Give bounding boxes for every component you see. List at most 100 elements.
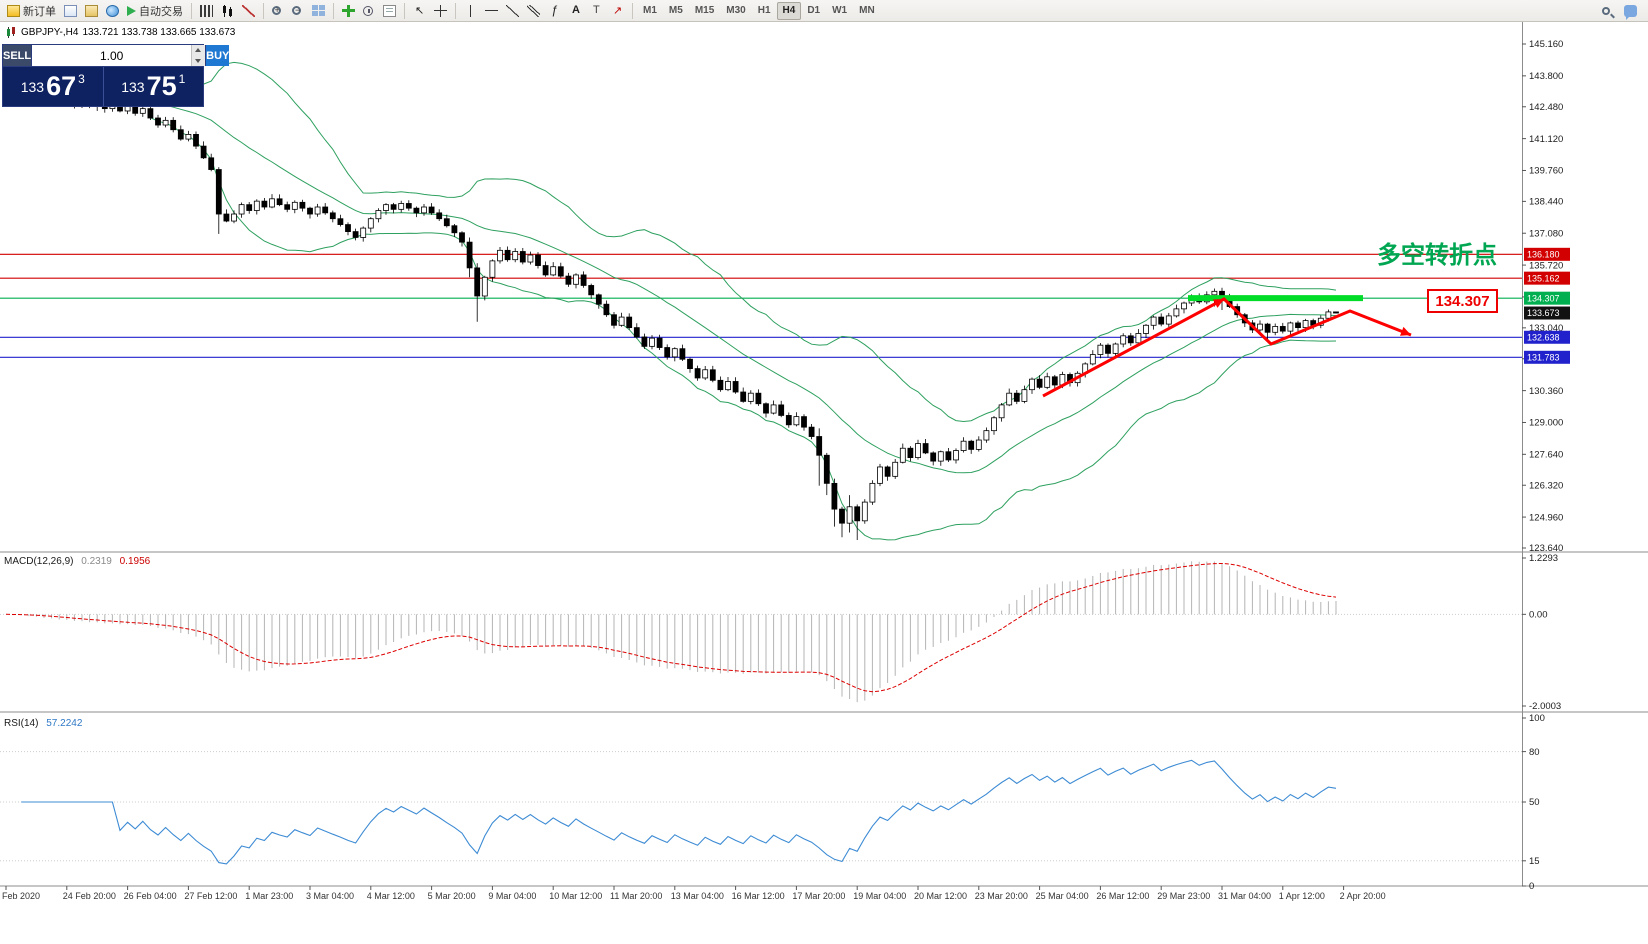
panel-separators (0, 22, 1648, 887)
svg-text:143.800: 143.800 (1529, 71, 1563, 82)
svg-text:133.040: 133.040 (1529, 323, 1563, 334)
svg-text:136.180: 136.180 (1527, 250, 1560, 260)
timeframe-mn-button[interactable]: MN (853, 2, 881, 20)
svg-text:10 Mar 12:00: 10 Mar 12:00 (549, 891, 602, 901)
zoom-out-icon (292, 5, 301, 15)
svg-text:2 Apr 20:00: 2 Apr 20:00 (1340, 891, 1386, 901)
text-button[interactable] (565, 1, 586, 20)
svg-text:29 Mar 23:00: 29 Mar 23:00 (1157, 891, 1210, 901)
candlestick-chart-button[interactable] (217, 1, 238, 20)
macd-name: MACD(12,26,9) (4, 556, 74, 567)
label-icon (590, 4, 603, 17)
timeframe-h4-button[interactable]: H4 (776, 1, 802, 20)
volume-up-button[interactable] (192, 45, 206, 56)
volume-down-button[interactable] (192, 55, 206, 66)
chat-icon (1624, 4, 1637, 20)
svg-text:124.960: 124.960 (1529, 512, 1563, 523)
timeframe-m1-button[interactable]: M1 (637, 2, 663, 20)
svg-text:-2.0003: -2.0003 (1529, 701, 1561, 712)
fibonacci-button[interactable] (544, 1, 565, 20)
autotrading-button[interactable]: 自动交易 (123, 1, 187, 20)
svg-text:139.760: 139.760 (1529, 166, 1563, 177)
svg-text:137.080: 137.080 (1529, 228, 1563, 239)
ohlc-values: 133.721 133.738 133.665 133.673 (82, 27, 236, 38)
timeframe-m30-button[interactable]: M30 (720, 2, 751, 20)
horizontal-line-button[interactable] (481, 1, 502, 20)
sell-price-pips: 67 (46, 71, 77, 101)
arrows-button[interactable] (607, 1, 628, 20)
buy-button[interactable]: BUY (205, 45, 230, 66)
arrows-icon (611, 4, 624, 17)
svg-text:17 Mar 20:00: 17 Mar 20:00 (792, 891, 845, 901)
sell-price[interactable]: 133 67 3 (3, 67, 104, 106)
svg-text:145.160: 145.160 (1529, 39, 1563, 50)
new-order-icon (7, 4, 20, 17)
toolbar-separator (632, 2, 633, 19)
svg-text:142.480: 142.480 (1529, 102, 1563, 113)
trendline-icon (506, 4, 519, 17)
timeframe-m15-button[interactable]: M15 (689, 2, 720, 20)
tile-windows-button[interactable] (308, 1, 329, 20)
cursor-button[interactable] (409, 1, 430, 20)
symbol-period-label: GBPJPY-,H4 (21, 27, 79, 38)
channel-button[interactable] (523, 1, 544, 20)
timeframe-w1-button[interactable]: W1 (826, 2, 853, 20)
timeframe-m5-button[interactable]: M5 (663, 2, 689, 20)
toolbar-right-group (1598, 1, 1645, 20)
new-order-button[interactable]: 新订单 (3, 1, 60, 20)
timeframe-d1-button[interactable]: D1 (801, 2, 826, 20)
trendline-button[interactable] (502, 1, 523, 20)
periods-button[interactable] (359, 1, 379, 20)
template-icon (383, 4, 396, 17)
bar-chart-button[interactable] (196, 1, 217, 20)
svg-text:11 Mar 20:00: 11 Mar 20:00 (610, 891, 662, 901)
svg-text:129.000: 129.000 (1529, 418, 1563, 429)
volume-input[interactable] (32, 45, 192, 66)
macd-main-value: 0.2319 (81, 556, 112, 567)
svg-text:134.307: 134.307 (1527, 293, 1560, 303)
cursor-icon (413, 4, 426, 17)
svg-text:31 Mar 04:00: 31 Mar 04:00 (1218, 891, 1271, 901)
sell-price-point: 3 (78, 72, 85, 86)
profiles-button[interactable] (81, 1, 102, 20)
timeframe-h1-button[interactable]: H1 (752, 2, 777, 20)
svg-text:13 Mar 04:00: 13 Mar 04:00 (671, 891, 724, 901)
svg-text:138.440: 138.440 (1529, 197, 1563, 208)
svg-text:3 Mar 04:00: 3 Mar 04:00 (306, 891, 354, 901)
buy-price[interactable]: 133 75 1 (104, 67, 204, 106)
svg-text:135.720: 135.720 (1529, 260, 1563, 271)
chat-button[interactable] (1620, 1, 1641, 20)
macd-indicator-label: MACD(12,26,9) 0.2319 0.1956 (4, 556, 150, 567)
chart-annotations[interactable]: 多空转折点 134.307 (1042, 241, 1498, 398)
chart-symbol-header: GBPJPY-,H4 133.721 133.738 133.665 133.6… (5, 27, 235, 38)
vertical-line-button[interactable] (460, 1, 481, 20)
price-axis[interactable]: 145.160 143.800 142.480 141.120 139.760 138.4… (1522, 39, 1570, 892)
sell-button[interactable]: SELL (3, 45, 33, 66)
time-axis[interactable]: Feb 2020 24 Feb 20:00 26 Feb 04:00 27 Feb 1… (2, 886, 1386, 901)
templates-button[interactable] (379, 1, 400, 20)
svg-text:131.783: 131.783 (1527, 352, 1560, 362)
zoom-out-button[interactable] (288, 1, 308, 20)
svg-text:135.162: 135.162 (1527, 273, 1560, 283)
horizontal-level-lines[interactable] (0, 253, 1522, 358)
rsi-indicator-label: RSI(14) 57.2242 (4, 718, 82, 729)
svg-text:141.120: 141.120 (1529, 134, 1563, 145)
vertical-line-icon (464, 4, 477, 17)
market-watch-button[interactable] (102, 1, 123, 20)
svg-text:50: 50 (1529, 797, 1540, 808)
svg-text:20 Mar 12:00: 20 Mar 12:00 (914, 891, 967, 901)
svg-text:1 Mar 23:00: 1 Mar 23:00 (245, 891, 293, 901)
svg-text:134.307: 134.307 (1435, 293, 1489, 310)
charts-button[interactable] (60, 1, 81, 20)
zoom-in-button[interactable] (268, 1, 288, 20)
one-click-prices: 133 67 3 133 75 1 (3, 67, 203, 106)
line-chart-button[interactable] (238, 1, 259, 20)
indicators-button[interactable] (338, 1, 359, 20)
label-button[interactable] (586, 1, 607, 20)
globe-icon (106, 4, 119, 17)
search-button[interactable] (1598, 1, 1618, 20)
crosshair-button[interactable] (430, 1, 451, 20)
svg-text:24 Feb 20:00: 24 Feb 20:00 (63, 891, 116, 901)
